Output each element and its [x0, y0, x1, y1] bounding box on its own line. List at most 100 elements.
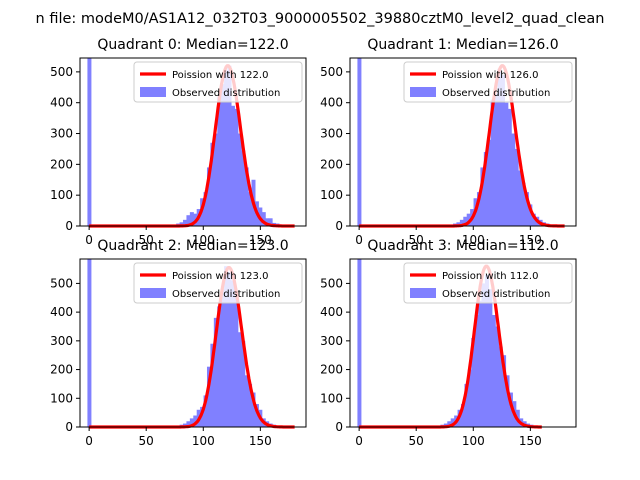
y-tick-label: 0 — [65, 219, 73, 233]
histogram-bar — [237, 133, 242, 226]
y-tick-label: 500 — [320, 276, 343, 290]
histogram-bar — [491, 315, 496, 427]
histogram-bar — [490, 99, 495, 226]
histogram-bar — [179, 222, 184, 226]
histogram-bar — [511, 133, 516, 226]
x-tick-label: 150 — [519, 434, 542, 448]
legend-box — [133, 61, 303, 103]
y-tick-label: 500 — [50, 65, 73, 79]
x-tick-label: 100 — [192, 233, 215, 247]
histogram-bar — [234, 108, 239, 226]
x-tick-label: 100 — [462, 233, 485, 247]
histogram-bar — [230, 280, 235, 427]
histogram-bar — [463, 216, 468, 226]
histogram-bar — [186, 421, 191, 427]
subplot-quadrant-1: Quadrant 1: Median=126.0 0 50 100 150 0 100 20… — [320, 37, 577, 247]
y-tick-label: 300 — [320, 334, 343, 348]
histogram-bar — [189, 212, 194, 226]
histogram-bar — [478, 300, 483, 427]
y-tick-label: 100 — [320, 188, 343, 202]
legend-observed-label: Observed distribution — [172, 289, 280, 300]
legend-box — [403, 262, 573, 304]
histogram-bar — [227, 65, 232, 226]
y-tick-label: 300 — [50, 334, 73, 348]
axes-frame — [349, 258, 577, 428]
x-tick-label: 0 — [85, 233, 93, 247]
y-tick-label: 0 — [335, 420, 343, 434]
histogram-bar — [471, 337, 476, 427]
histogram-bar — [447, 421, 452, 427]
histogram-bar — [217, 96, 222, 227]
histogram-bar — [220, 84, 225, 226]
x-tick-label: 150 — [249, 434, 272, 448]
histogram-bar — [484, 274, 489, 427]
legend-observed-label: Observed distribution — [172, 88, 280, 99]
histogram-bar — [234, 294, 239, 427]
histogram-bar — [224, 266, 229, 427]
y-tick-label: 300 — [320, 127, 343, 141]
histogram-bar — [494, 93, 499, 226]
histogram-bar — [217, 306, 222, 427]
x-tick-label: 50 — [409, 434, 424, 448]
x-tick-label: 150 — [249, 233, 272, 247]
histogram-bar — [254, 404, 259, 427]
legend-observed-swatch — [140, 288, 166, 298]
histogram-bar — [189, 418, 194, 427]
histogram-bar — [497, 68, 502, 226]
histogram-bar — [183, 219, 188, 226]
histogram-bar — [210, 142, 215, 226]
histogram-bar — [461, 404, 465, 427]
subplot-quadrant-3: Quadrant 3: Median=112.0 0 50 100 150 0 100 20… — [320, 238, 577, 448]
axes-frame — [349, 57, 577, 227]
legend: Poission with 122.0 Observed distribution — [133, 61, 303, 103]
histogram-bar — [505, 375, 510, 427]
histogram-bar — [244, 167, 249, 226]
y-tick-label: 400 — [50, 305, 73, 319]
histogram-bar — [248, 192, 253, 226]
y-tick-label: 500 — [50, 276, 73, 290]
histogram-bar — [495, 326, 500, 427]
histogram-bar — [456, 222, 461, 226]
histogram-bar — [504, 102, 509, 226]
histogram-bar — [206, 167, 211, 226]
legend: Poission with 126.0 Observed distribution — [403, 61, 573, 103]
histogram-bar — [514, 148, 519, 226]
y-tick-label: 300 — [50, 127, 73, 141]
legend-observed-swatch — [410, 288, 436, 298]
x-tick-label: 100 — [462, 434, 485, 448]
histogram-bar — [488, 289, 493, 427]
x-tick-label: 150 — [519, 233, 542, 247]
histogram-bar — [224, 70, 229, 226]
histogram-bar — [508, 392, 513, 427]
legend-observed-swatch — [410, 87, 436, 97]
histogram-bar — [500, 74, 505, 226]
y-tick-label: 200 — [320, 363, 343, 377]
histogram-bar — [244, 375, 249, 427]
y-tick-label: 400 — [320, 96, 343, 110]
histogram-bar — [450, 418, 455, 427]
histogram-bar — [481, 283, 486, 427]
subplot-title: Quadrant 2: Median=123.0 — [97, 238, 288, 254]
histogram-bar — [241, 150, 246, 226]
histogram-bar — [213, 133, 218, 226]
histogram-bar — [476, 192, 481, 226]
histogram-bar — [531, 213, 536, 226]
histogram-bar — [265, 218, 270, 226]
histogram-bar — [87, 259, 92, 427]
histogram-bar — [518, 170, 523, 226]
histogram-bar — [186, 215, 191, 226]
histogram-bar — [467, 369, 472, 427]
histogram-bar — [87, 58, 92, 226]
legend-box — [133, 262, 303, 304]
legend-fit-label: Poission with 123.0 — [172, 271, 268, 282]
figure-suptitle: n file: modeM0/AS1A12_032T03_9000005502_… — [36, 11, 605, 27]
histogram-bar — [464, 383, 469, 427]
y-tick-label: 0 — [335, 219, 343, 233]
subplot-quadrant-2: Quadrant 2: Median=123.0 0 50 100 150 0 100 20… — [50, 238, 307, 448]
histogram-bar — [210, 343, 215, 427]
y-tick-label: 200 — [50, 157, 73, 171]
histogram-bar — [200, 406, 205, 427]
histogram-bar — [487, 139, 492, 226]
legend-observed-label: Observed distribution — [442, 88, 550, 99]
